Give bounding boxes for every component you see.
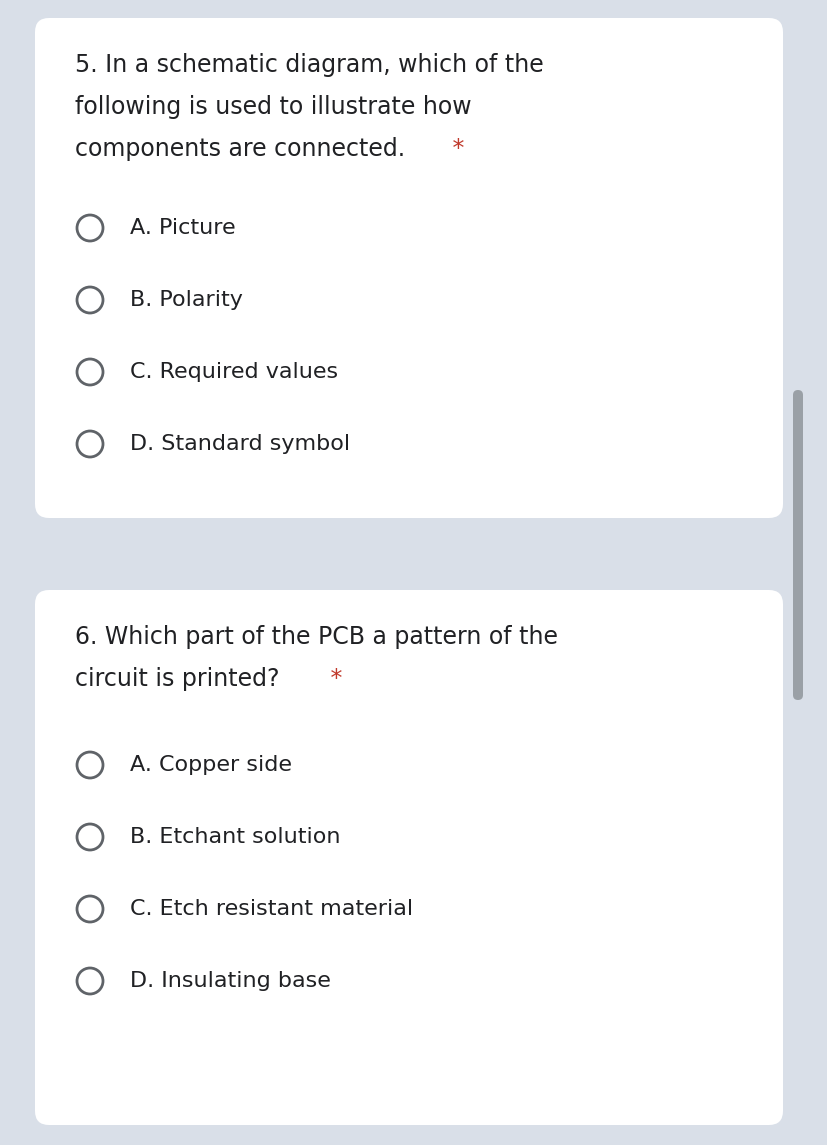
Text: C. Etch resistant material: C. Etch resistant material xyxy=(130,899,413,919)
Text: components are connected.: components are connected. xyxy=(75,137,404,161)
Text: D. Insulating base: D. Insulating base xyxy=(130,971,331,992)
FancyBboxPatch shape xyxy=(35,590,782,1126)
Text: B. Polarity: B. Polarity xyxy=(130,290,242,310)
Text: 5. In a schematic diagram, which of the: 5. In a schematic diagram, which of the xyxy=(75,53,543,77)
Text: *: * xyxy=(444,137,464,161)
Text: *: * xyxy=(323,668,342,690)
Text: A. Picture: A. Picture xyxy=(130,218,236,238)
Text: following is used to illustrate how: following is used to illustrate how xyxy=(75,95,471,119)
Text: A. Copper side: A. Copper side xyxy=(130,755,292,775)
FancyBboxPatch shape xyxy=(792,390,802,700)
Text: circuit is printed?: circuit is printed? xyxy=(75,668,280,690)
Text: B. Etchant solution: B. Etchant solution xyxy=(130,827,340,847)
FancyBboxPatch shape xyxy=(35,18,782,518)
Text: D. Standard symbol: D. Standard symbol xyxy=(130,434,350,455)
Text: 6. Which part of the PCB a pattern of the: 6. Which part of the PCB a pattern of th… xyxy=(75,625,557,649)
Text: C. Required values: C. Required values xyxy=(130,362,337,382)
